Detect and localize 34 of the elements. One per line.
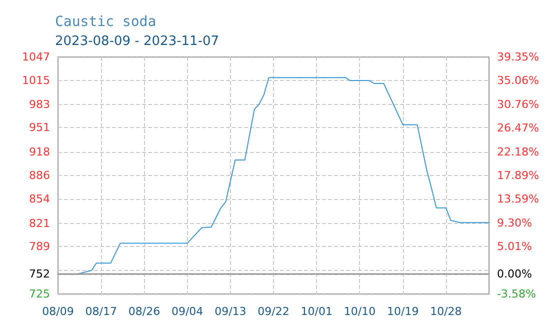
- y2-tick-label: 0.00%: [497, 268, 532, 281]
- y2-tick-label: 26.47%: [497, 122, 540, 135]
- x-tick-label: 09/13: [214, 305, 246, 318]
- y-tick-label: 789: [29, 240, 50, 254]
- x-tick-label: 08/26: [128, 305, 160, 318]
- x-tick-label: 10/01: [300, 305, 332, 318]
- y-tick-label: 983: [29, 98, 50, 111]
- x-tick-label: 08/17: [85, 305, 117, 318]
- x-tick-label: 10/28: [430, 305, 462, 318]
- y2-tick-label: 17.89%: [497, 168, 540, 182]
- y-tick-label: 1015: [22, 74, 50, 88]
- x-tick-label: 09/22: [258, 305, 290, 318]
- y-tick-label: 1047: [22, 50, 50, 64]
- x-tick-label: 08/09: [42, 305, 74, 318]
- y2-tick-label: 9.30%: [497, 216, 532, 230]
- x-tick-label: 10/10: [344, 305, 376, 318]
- y2-tick-label: 30.76%: [497, 98, 540, 111]
- y2-tick-label: 13.59%: [497, 192, 540, 206]
- y-tick-label: 725: [29, 288, 50, 300]
- x-tick-label: 09/04: [171, 305, 204, 318]
- y-tick-label: 886: [29, 169, 50, 182]
- chart-title: Caustic soda: [55, 14, 156, 30]
- y-tick-label: 752: [29, 268, 50, 281]
- chart-subtitle: 2023-08-09 - 2023-11-07: [55, 34, 220, 49]
- y2-tick-label: 35.06%: [497, 74, 540, 88]
- y-tick-label: 854: [29, 192, 50, 206]
- y2-tick-label: 39.35%: [497, 50, 540, 64]
- x-tick-label: 10/19: [386, 305, 419, 318]
- y-tick-label: 821: [29, 216, 50, 230]
- y2-tick-label: -3.58%: [497, 288, 536, 300]
- y-tick-label: 951: [29, 121, 50, 134]
- y2-tick-label: 5.01%: [497, 240, 532, 254]
- y-tick-label: 918: [29, 145, 50, 158]
- y2-tick-label: 22.18%: [497, 145, 540, 158]
